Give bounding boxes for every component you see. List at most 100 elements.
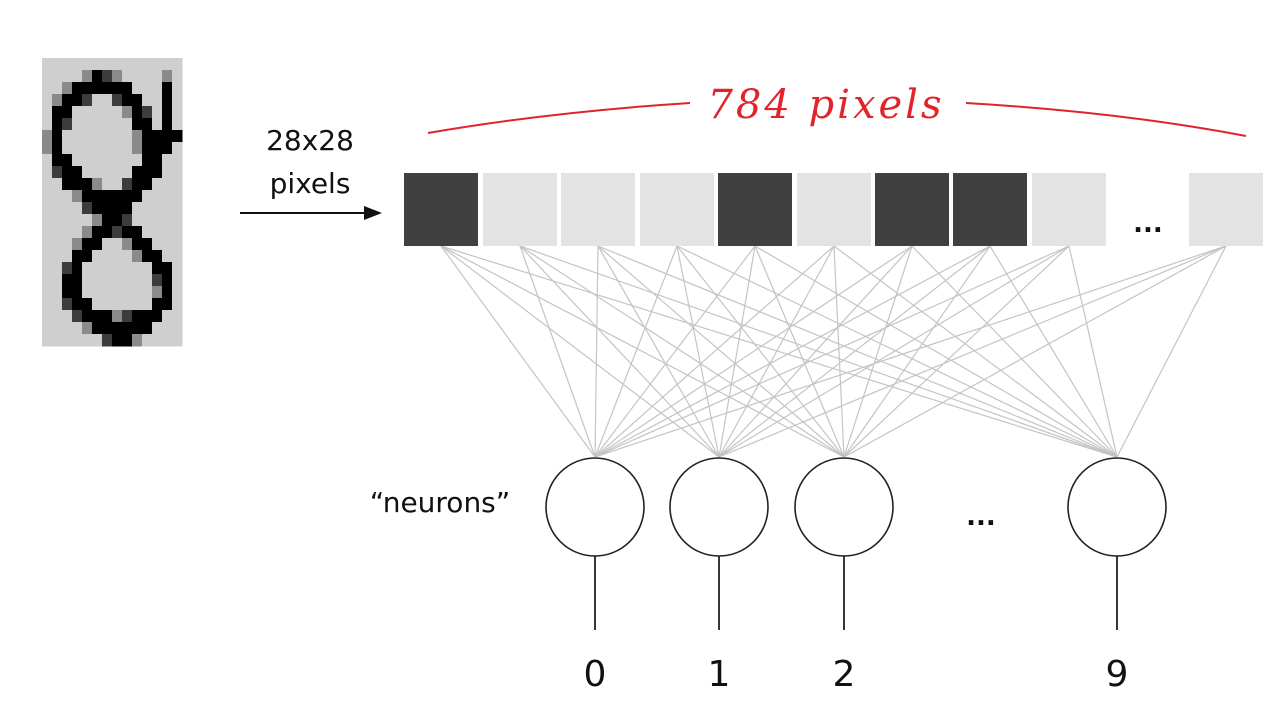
digit-pixel [82, 178, 93, 191]
digit-pixel [92, 310, 103, 323]
digit-pixel [122, 130, 133, 143]
digit-pixel [102, 166, 113, 179]
digit-pixel [72, 82, 83, 95]
digit-pixel [122, 154, 133, 167]
connection-line [594, 245, 678, 458]
digit-pixel [132, 130, 143, 143]
connection-line [519, 245, 845, 458]
pixel-cell [640, 173, 714, 246]
digit-pixel [122, 202, 133, 215]
digit-pixel [162, 334, 173, 347]
digit-pixel [72, 154, 83, 167]
connection-line [519, 245, 720, 458]
digit-pixel [152, 226, 163, 239]
input-arrow-icon [240, 206, 382, 220]
digit-pixel [132, 310, 143, 323]
digit-pixel [162, 94, 173, 107]
digit-pixel [72, 262, 83, 275]
digit-pixel [62, 202, 73, 215]
connection-line [843, 245, 991, 458]
connection-line [718, 245, 1070, 458]
digit-pixel [172, 58, 183, 71]
digit-pixel [142, 178, 153, 191]
digit-pixel [42, 70, 53, 83]
digit-pixel [172, 238, 183, 251]
digit-pixel [62, 238, 73, 251]
digit-pixel [42, 298, 53, 311]
connection-line [833, 245, 845, 458]
digit-pixel [132, 58, 143, 71]
digit-pixel [142, 106, 153, 119]
digit-pixel [122, 142, 133, 155]
connection-line [594, 245, 599, 458]
digit-pixel [172, 226, 183, 239]
digit-pixel [132, 82, 143, 95]
digit-pixel [132, 202, 143, 215]
digit-pixel [112, 298, 123, 311]
digit-pixel [62, 286, 73, 299]
digit-pixel [122, 274, 133, 287]
connection-line [594, 245, 1227, 458]
digit-pixel [52, 190, 63, 203]
digit-pixel [132, 322, 143, 335]
digit-pixel [62, 130, 73, 143]
digit-pixel [162, 70, 173, 83]
digit-pixel [112, 238, 123, 251]
digit-pixel [112, 94, 123, 107]
digit-pixel [52, 298, 63, 311]
digit-pixel [82, 130, 93, 143]
digit-pixel [152, 190, 163, 203]
digit-pixel [72, 70, 83, 83]
digit-pixel [42, 154, 53, 167]
digit-pixel [92, 82, 103, 95]
digit-pixel [162, 130, 173, 143]
digit-pixel [42, 190, 53, 203]
digit-pixel [62, 118, 73, 131]
digit-pixel [162, 262, 173, 275]
digit-pixel [142, 238, 153, 251]
digit-pixel [92, 58, 103, 71]
digit-pixel [132, 334, 143, 347]
digit-pixel [92, 190, 103, 203]
digit-pixel [62, 214, 73, 227]
digit-pixel [52, 238, 63, 251]
digit-pixel [102, 238, 113, 251]
neuron-circle [1067, 457, 1167, 557]
digit-pixel [112, 214, 123, 227]
digit-pixel [132, 70, 143, 83]
digit-pixel [142, 70, 153, 83]
digit-pixel [42, 130, 53, 143]
digit-pixel [112, 142, 123, 155]
connection-line [843, 245, 913, 458]
digit-pixel [102, 334, 113, 347]
digit-pixel [62, 70, 73, 83]
neurons-ellipsis: ... [966, 502, 996, 532]
digit-pixel [72, 274, 83, 287]
digit-pixel [62, 274, 73, 287]
digit-pixel [52, 334, 63, 347]
digit-pixel [72, 250, 83, 263]
connection-line [594, 245, 991, 458]
digit-pixel [132, 298, 143, 311]
digit-pixel [132, 94, 143, 107]
digit-pixel [152, 142, 163, 155]
neurons-label: “neurons” [370, 486, 511, 519]
pixel-cell [1189, 173, 1263, 246]
digit-pixel [102, 178, 113, 191]
digit-pixel [142, 262, 153, 275]
digit-pixel [72, 238, 83, 251]
digit-pixel [52, 214, 63, 227]
neuron-layer: 0 1 2 9 [545, 457, 1167, 695]
digit-pixel [122, 58, 133, 71]
digit-pixel [42, 286, 53, 299]
digit-pixel [62, 310, 73, 323]
pixel-cell [561, 173, 635, 246]
connection-line [843, 245, 1227, 458]
digit-pixel [42, 178, 53, 191]
digit-pixel [132, 118, 143, 131]
digit-pixel [72, 214, 83, 227]
digit-pixel [162, 274, 173, 287]
output-digit-label: 2 [833, 654, 856, 695]
digit-pixel [52, 70, 63, 83]
digit-pixel [102, 250, 113, 263]
